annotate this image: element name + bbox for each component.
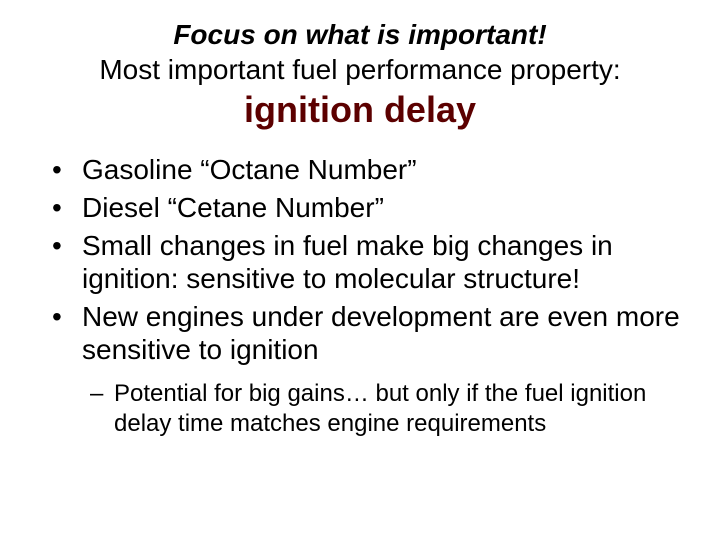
bullet-marker: •: [52, 153, 82, 187]
sub-bullet-text: Potential for big gains… but only if the…: [114, 379, 680, 439]
list-item: • Gasoline “Octane Number”: [52, 153, 680, 187]
bullet-marker: •: [52, 191, 82, 225]
bullet-text: Gasoline “Octane Number”: [82, 153, 680, 187]
bullet-list: • Gasoline “Octane Number” • Diesel “Cet…: [40, 153, 680, 439]
bullet-text: Small changes in fuel make big changes i…: [82, 229, 680, 296]
title-block: Focus on what is important! Most importa…: [40, 18, 680, 133]
sub-list-item: – Potential for big gains… but only if t…: [90, 379, 680, 439]
bullet-text: New engines under development are even m…: [82, 300, 680, 367]
title-emphasis: ignition delay: [40, 87, 680, 134]
bullet-text: Diesel “Cetane Number”: [82, 191, 680, 225]
sub-bullet-marker: –: [90, 379, 114, 409]
list-item: • Diesel “Cetane Number”: [52, 191, 680, 225]
title-line-focus: Focus on what is important!: [40, 18, 680, 52]
list-item: • Small changes in fuel make big changes…: [52, 229, 680, 296]
title-line-property: Most important fuel performance property…: [40, 52, 680, 87]
bullet-marker: •: [52, 229, 82, 263]
bullet-marker: •: [52, 300, 82, 334]
list-item: • New engines under development are even…: [52, 300, 680, 367]
